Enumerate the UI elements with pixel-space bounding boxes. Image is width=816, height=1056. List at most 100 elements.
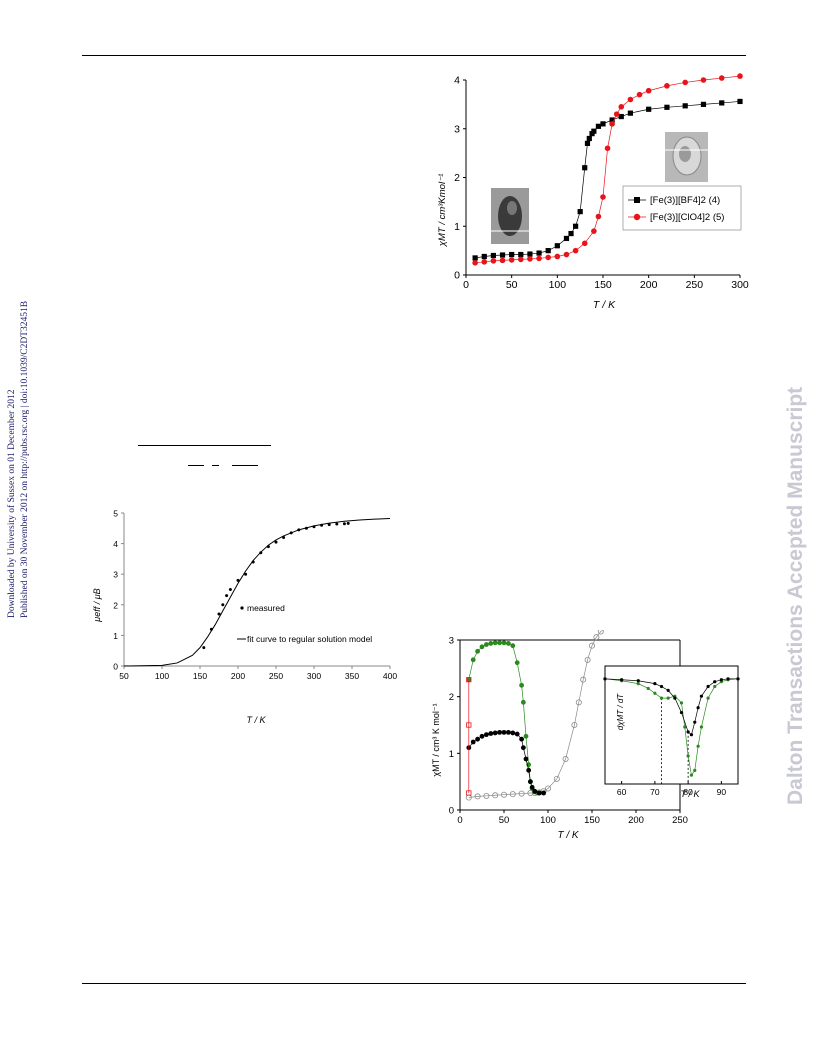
data-point — [475, 648, 480, 654]
data-point — [545, 248, 551, 254]
data-point — [483, 792, 490, 799]
data-point — [475, 736, 480, 742]
data-point — [636, 91, 643, 98]
data-point — [289, 531, 293, 535]
y-tick-label: 0 — [449, 806, 454, 817]
y-tick-label: 1 — [454, 221, 460, 233]
inset-data-point — [659, 696, 664, 700]
data-point — [225, 594, 229, 598]
legend-label-measured: measured — [247, 603, 285, 613]
fit-curve — [123, 518, 391, 667]
legend-marker-4 — [634, 197, 640, 203]
figure-2-legend: measured fit curve to regular solution m… — [237, 603, 372, 644]
data-point — [627, 96, 634, 103]
data-point — [335, 522, 339, 526]
data-point — [593, 634, 600, 641]
data-point — [586, 135, 592, 142]
data-point — [529, 784, 535, 790]
data-point — [481, 253, 487, 260]
x-tick-label: 300 — [731, 279, 749, 291]
data-point — [236, 578, 240, 582]
data-point — [209, 627, 213, 631]
data-point — [553, 775, 560, 782]
inset-data-point — [636, 682, 640, 686]
legend-marker-5 — [633, 213, 641, 221]
inset-data-point — [719, 678, 723, 682]
data-point — [580, 676, 587, 683]
data-point — [501, 640, 507, 646]
data-point — [274, 540, 278, 544]
data-point — [582, 165, 588, 171]
data-point — [541, 790, 546, 796]
data-point — [682, 79, 688, 86]
data-point — [217, 612, 221, 616]
data-point — [563, 251, 570, 258]
watermark-text: Dalton Transactions Accepted Manuscript — [784, 387, 807, 805]
y-tick-label: 2 — [449, 692, 454, 703]
y-tick-label: 2 — [454, 172, 460, 184]
series-line-2 — [468, 732, 544, 794]
data-point — [342, 522, 346, 526]
data-point — [472, 260, 478, 266]
data-point — [646, 106, 652, 112]
data-point — [600, 194, 606, 200]
inset-data-point — [696, 706, 700, 710]
inset-x-tick-label: 90 — [717, 787, 727, 797]
inset-photo-low-temp — [491, 188, 529, 244]
figure-3-inset: 60 70 80 90 T / K dχMT / dT — [603, 665, 740, 799]
data-point — [514, 731, 520, 737]
data-point — [297, 528, 301, 532]
data-point — [484, 732, 489, 738]
inset-data-point — [686, 730, 690, 734]
figure-2-xlabel: T / K — [246, 715, 266, 725]
data-point — [536, 250, 542, 256]
figure-2: 50 100 150 200 250 300 350 400 0 1 2 3 4 5 measured f… — [88, 495, 408, 735]
data-point — [600, 121, 606, 127]
data-point — [519, 736, 524, 742]
y-tick-label: 0 — [113, 662, 118, 672]
data-point — [488, 641, 494, 646]
inset-data-point — [679, 701, 684, 705]
data-point — [737, 98, 743, 105]
data-point — [536, 790, 542, 796]
data-point — [523, 733, 529, 739]
publication-line: Published on 30 November 2012 on http://… — [20, 301, 30, 618]
data-point — [584, 140, 591, 146]
data-point — [618, 104, 625, 110]
data-point — [470, 657, 476, 663]
data-point — [609, 121, 615, 127]
journal-watermark: Dalton Transactions Accepted Manuscript — [770, 260, 816, 820]
data-point — [320, 523, 324, 527]
data-point — [584, 656, 591, 663]
inset-data-point — [666, 688, 670, 692]
data-point — [472, 255, 478, 261]
data-point — [523, 756, 529, 762]
data-point — [518, 790, 525, 797]
x-tick-label: 150 — [584, 815, 600, 826]
data-point — [536, 255, 542, 262]
y-tick-label: 1 — [113, 631, 118, 641]
data-point — [506, 641, 511, 646]
data-point — [506, 729, 511, 735]
data-point — [618, 113, 624, 120]
inset-data-point — [636, 679, 640, 683]
y-tick-label: 4 — [454, 75, 460, 87]
x-tick-label: 100 — [549, 279, 567, 291]
inset-xlabel: T / K — [680, 789, 700, 799]
inset-data-point — [679, 710, 684, 715]
data-point — [609, 117, 615, 123]
inset-x-tick-label: 70 — [650, 787, 660, 797]
data-point — [266, 545, 270, 549]
data-point — [591, 228, 597, 234]
download-info: Downloaded by University of Sussex on 01… — [2, 268, 42, 628]
x-tick-label: 200 — [231, 671, 245, 681]
data-point — [645, 87, 652, 94]
inset-photo-high-temp — [665, 132, 708, 182]
data-point — [572, 247, 579, 254]
data-point — [528, 779, 533, 785]
data-point — [466, 677, 472, 683]
data-point — [595, 213, 602, 220]
data-point — [259, 551, 263, 555]
data-point — [700, 101, 707, 107]
data-point — [221, 603, 225, 607]
